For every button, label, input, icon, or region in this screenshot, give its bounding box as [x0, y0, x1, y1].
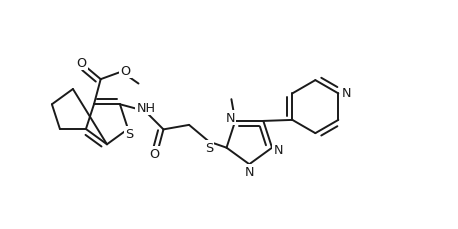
Text: N: N — [273, 144, 283, 156]
Text: N: N — [245, 165, 254, 178]
Text: N: N — [342, 87, 351, 99]
Text: N: N — [225, 112, 235, 125]
Text: O: O — [120, 65, 131, 78]
Text: S: S — [125, 128, 133, 141]
Text: O: O — [76, 57, 87, 70]
Text: S: S — [205, 142, 213, 154]
Text: NH: NH — [136, 101, 156, 114]
Text: O: O — [150, 147, 160, 161]
